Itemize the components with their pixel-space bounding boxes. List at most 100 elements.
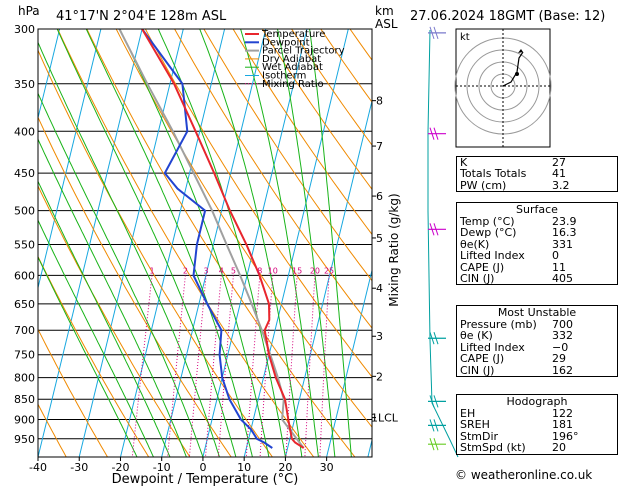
legend-label: Wet Adiabat	[262, 62, 323, 73]
mixing-ratio-line	[131, 275, 153, 457]
isotherm-line	[78, 29, 184, 457]
hodograph-value: 181	[552, 418, 573, 432]
height-tick-label: 2	[376, 370, 383, 383]
height-tick-label: 3	[376, 330, 383, 343]
mixing-ratio-line	[259, 275, 274, 457]
wet-adiabat-line	[38, 92, 204, 457]
mixing-ratio-label: 2	[183, 266, 188, 275]
mixing-ratio-line	[205, 275, 222, 457]
wind-barb	[433, 26, 439, 40]
wind-barb	[433, 127, 439, 140]
dry-adiabat-line	[232, 29, 372, 236]
pressure-tick-label: 400	[14, 125, 35, 138]
mixing-ratio-line	[188, 275, 207, 457]
dry-adiabat-line	[144, 29, 372, 378]
hodograph-label: EH	[460, 407, 476, 420]
pressure-tick-label: 800	[14, 372, 35, 385]
surface-value: 23.9	[552, 215, 577, 228]
mixing-ratio-labels: 1 2 3 4 5 8 10 15 20 25	[149, 266, 334, 275]
surface-row: Dewp (°C) 16.3	[457, 226, 617, 240]
surface-row: Temp (°C) 23.9	[457, 215, 617, 228]
temperature-tick-label: -40	[29, 461, 47, 474]
dry-adiabat-line	[38, 328, 108, 457]
pressure-tick-label: 350	[14, 78, 35, 91]
mixing-ratio-line	[304, 275, 316, 457]
mixing-ratio-label: 5	[231, 266, 236, 275]
isotherm-line	[38, 29, 61, 120]
km-unit-label: km	[375, 4, 394, 18]
wet-adiabat-line	[240, 29, 319, 457]
parcel-trajectory-line	[118, 29, 305, 449]
pressure-tick-label: 450	[14, 167, 35, 180]
mixing-ratio-line	[285, 275, 298, 457]
most-unstable-row: Pressure (mb) 700	[457, 318, 617, 331]
indices-row: PW (cm) 3.2	[457, 178, 617, 192]
pressure-tick-label: 700	[14, 324, 35, 337]
pressure-tick-label: 950	[14, 433, 35, 446]
mixing-ratio-label: 1	[149, 266, 154, 275]
dewpoint-line	[141, 29, 273, 449]
pressure-tick-label: 850	[14, 393, 35, 406]
wind-barb	[433, 438, 439, 451]
hodograph-frame	[455, 28, 551, 148]
wind-barbs	[427, 26, 459, 458]
hodograph-row: StmDir 196°	[457, 429, 617, 443]
hodograph	[454, 28, 552, 148]
wet-adiabat-line	[119, 29, 270, 457]
wind-barb	[433, 223, 439, 236]
footer-credit[interactable]: © weatheronline.co.uk	[455, 468, 593, 482]
temperature-tick-label: 30	[320, 461, 334, 474]
surface-row: CIN (J) 405	[457, 271, 617, 285]
wind-barb	[433, 395, 439, 408]
most-unstable-label: Pressure (mb)	[460, 318, 537, 331]
surface-value: 11	[552, 260, 566, 274]
location-label: 41°17'N 2°04'E 128m ASL	[56, 9, 227, 24]
wind-barb	[433, 419, 439, 432]
indices-row: K 27	[457, 156, 617, 169]
most-unstable-value: 700	[552, 318, 573, 331]
surface-row: Lifted Index 0	[457, 250, 617, 262]
surface-title: Surface	[516, 203, 558, 216]
mixing-ratio-line	[245, 275, 261, 457]
height-tick-label: 4	[376, 282, 383, 295]
indices-value: 41	[552, 167, 566, 181]
most-unstable-value: −0	[552, 340, 569, 354]
surface-row: θe(K) 331	[457, 238, 617, 250]
wet-adiabat-line	[56, 29, 237, 457]
pressure-tick-label: 750	[14, 349, 35, 362]
datetime-label: 27.06.2024 18GMT (Base: 12)	[410, 9, 605, 24]
most-unstable-label: CAPE (J)	[460, 352, 505, 366]
wet-adiabat-line	[309, 29, 352, 457]
dry-adiabat-line	[86, 29, 356, 457]
hodograph-value: 196°	[552, 429, 579, 443]
isotherm-line	[38, 29, 143, 457]
most-unstable-value: 162	[552, 363, 573, 377]
most-unstable-label: Lifted Index	[460, 340, 525, 354]
surface-label: Dewp (°C)	[460, 226, 517, 240]
dry-adiabat-line	[57, 29, 315, 457]
wet-adiabat-line	[38, 138, 187, 457]
pressure-tick-label: 650	[14, 298, 35, 311]
wet-adiabat-line	[277, 29, 336, 457]
isotherm-line	[202, 29, 308, 457]
surface-value: 16.3	[552, 226, 577, 240]
x-axis-label: Dewpoint / Temperature (°C)	[112, 472, 299, 486]
most-unstable-value: 332	[552, 329, 573, 343]
surface-value: 405	[552, 271, 573, 285]
indices-label: Totals Totals	[460, 167, 527, 181]
most-unstable-label: θe (K)	[460, 329, 493, 343]
legend-label: Temperature	[261, 29, 325, 40]
wind-profile-line	[427, 29, 459, 458]
height-tick-label: 6	[376, 190, 383, 203]
asl-unit-label: ASL	[375, 17, 398, 31]
axes: 3003504004505005506006507007508008509009…	[14, 23, 334, 474]
wet-adiabat-line	[157, 29, 286, 457]
legend-label: Mixing Ratio	[262, 79, 324, 90]
indices-value: 3.2	[552, 178, 570, 192]
indices-label: K	[460, 156, 468, 169]
wind-barb	[429, 419, 435, 432]
legend-label: Parcel Trajectory	[262, 46, 345, 57]
hodograph-value: 20	[552, 441, 566, 455]
wind-barb	[429, 223, 435, 236]
